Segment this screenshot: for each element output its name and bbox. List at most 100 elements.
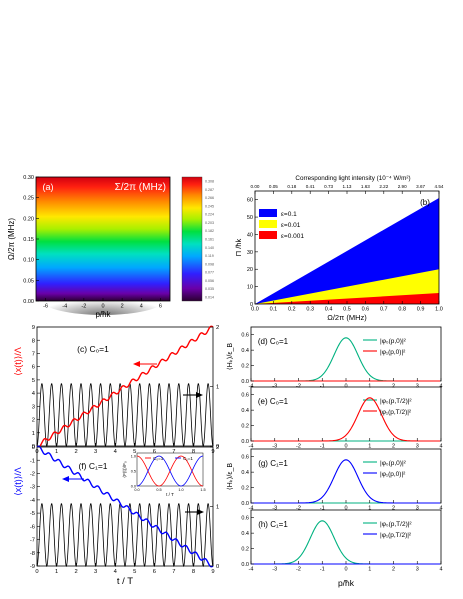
x-tick-label: 0.9	[417, 307, 425, 313]
inset-x-tick-label: 1.5	[200, 488, 205, 492]
y-axis-label-right: ⟨Hₖ⟩/ε_B	[226, 463, 234, 490]
top-tick-label: 2.90	[398, 184, 407, 189]
y-tick-label: 5	[32, 378, 35, 384]
x-tick-label: 4	[140, 304, 143, 310]
x-tick-label: 6	[153, 449, 156, 455]
x-tick-label: 0.7	[380, 307, 388, 313]
x-tick-label: 2	[392, 567, 395, 573]
y-tick-label: 0.2	[241, 546, 249, 552]
x-tick-label: -2	[296, 567, 301, 573]
x-tick-label: 0	[344, 384, 347, 390]
legend-label: |φ₀(p,0)|²	[380, 460, 407, 467]
y-axis-label: ⟨x(t)⟩/Λ	[13, 467, 23, 496]
legend-label: |φ₀(p,T/2)|²	[380, 521, 412, 528]
y-tick-label: 3	[32, 404, 35, 410]
legend-swatch	[259, 231, 277, 239]
y-tick-label: -6	[30, 524, 35, 530]
x-tick-label: 4	[439, 567, 442, 573]
legend-swatch	[259, 220, 277, 228]
x-tick-label: 2	[392, 384, 395, 390]
y-tick-label: 40	[247, 232, 253, 238]
panel-label: (a)	[43, 182, 54, 192]
plot-frame	[250, 386, 442, 442]
y-tick-label: 1	[216, 505, 219, 511]
panel-label: (b)	[420, 198, 430, 207]
wavefunction-curve-1	[251, 459, 441, 504]
inset-y-tick-label: 0.5	[131, 469, 136, 473]
panel-label: (f) C₁=1	[78, 461, 107, 471]
x-tick-label: 0	[35, 569, 38, 575]
inset-x-axis-label: t / T	[166, 492, 174, 497]
y-tick-label: 0.6	[241, 455, 249, 461]
y-tick-label: 2	[216, 445, 219, 451]
colorbar	[181, 176, 203, 302]
x-tick-label: -2	[81, 304, 86, 310]
y-tick-label: 8	[32, 338, 35, 344]
region-eps-0p1	[255, 197, 439, 304]
x-tick-label: 0	[344, 567, 347, 573]
x-tick-label: -3	[272, 567, 277, 573]
x-tick-label: 1	[55, 449, 58, 455]
y-tick-label: 7	[32, 351, 35, 357]
top-tick-label: 0.41	[306, 184, 315, 189]
colorbar-tick-label: 0.077	[205, 271, 214, 275]
panel-label: (d) C₀=1	[258, 337, 289, 346]
x-tick-label: 0	[101, 304, 104, 310]
legend-label: |φ₁(p,T/2)|²	[380, 409, 412, 416]
y-tick-label: 0.0	[241, 562, 249, 568]
x-tick-label: 2	[392, 444, 395, 450]
inset-y-axis-label: ⟨F(t)⟩/F₀	[122, 461, 127, 478]
x-tick-label: -4	[249, 444, 254, 450]
x-tick-label: 3	[416, 506, 419, 512]
legend-label: |φ₀(p,T/2)|²	[380, 398, 412, 405]
y-tick-label: 0	[216, 444, 219, 450]
inset-x-tick-label: 1.0	[178, 488, 183, 492]
x-tick-label: 2	[121, 304, 124, 310]
colorbar-tick-label: 0.014	[205, 296, 214, 300]
colorbar-tick-label: 0.140	[205, 246, 214, 250]
y-tick-label: 50	[247, 215, 253, 221]
x-tick-label: 5	[133, 449, 136, 455]
y-tick-label: 0	[32, 445, 35, 451]
y-tick-label: 0.0	[241, 439, 249, 445]
x-tick-label: -3	[272, 384, 277, 390]
x-tick-label: 1	[368, 506, 371, 512]
y-tick-label: 0.6	[241, 516, 249, 522]
x-tick-label: -4	[62, 304, 67, 310]
x-tick-label: -1	[320, 384, 325, 390]
y-axis-label: Ω/2π (MHz)	[7, 218, 16, 261]
legend-label: |φ₁(p,0)|²	[380, 349, 406, 356]
top-tick-label: 0.00	[251, 184, 260, 189]
energy-curve	[36, 383, 214, 448]
y-axis-label: Π /ħk	[234, 239, 243, 257]
y-tick-label: 2	[216, 325, 219, 331]
x-tick-label: 3	[416, 384, 419, 390]
panel-label: (e) C₀=1	[258, 397, 289, 406]
x-tick-label: 2	[392, 506, 395, 512]
x-tick-label: 7	[172, 449, 175, 455]
x-tick-label: 0	[344, 506, 347, 512]
y-tick-label: 0.4	[241, 408, 249, 414]
y-axis-label: ⟨x(t)⟩/Λ	[13, 347, 23, 376]
top-tick-label: 4.54	[435, 184, 444, 189]
arrow-left-head	[133, 361, 140, 367]
x-tick-label: 0.0	[251, 307, 259, 313]
top-tick-label: 1.63	[361, 184, 370, 189]
legend-label: |φ₁(p,T/2)|²	[380, 532, 412, 539]
colorbar-tick-label: 0.119	[205, 254, 214, 258]
y-tick-label: 0.10	[23, 258, 34, 264]
inset-curve-c1	[136, 455, 204, 487]
x-tick-label: -2	[296, 384, 301, 390]
legend-label: ε=0.001	[281, 233, 304, 240]
colorbar-tick-label: 0.035	[205, 287, 214, 291]
colorbar-tick-label: 0.266	[205, 196, 214, 200]
y-tick-label: 1	[216, 385, 219, 391]
y-tick-label: -9	[30, 564, 35, 570]
y-tick-label: 0.05	[23, 278, 34, 284]
y-tick-label: 4	[32, 391, 36, 397]
y-tick-label: 0.2	[241, 485, 249, 491]
colorbar-tick-label: 0.308	[205, 180, 214, 184]
inset-y-tick-label: 0.0	[131, 484, 136, 488]
legend-label: ε=0.01	[281, 222, 301, 229]
inset-legend-label: C₀=1	[153, 456, 164, 461]
